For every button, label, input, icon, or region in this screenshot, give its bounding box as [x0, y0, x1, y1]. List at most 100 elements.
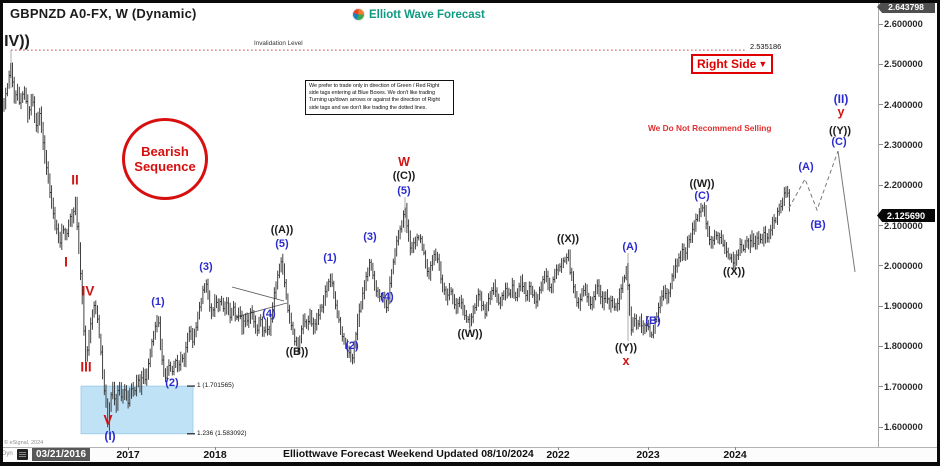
wave-label: (3)	[363, 231, 377, 243]
price-tick-label: 2.500000	[884, 59, 923, 70]
wave-label: (2)	[165, 377, 179, 389]
wave-label: I	[64, 254, 68, 270]
wave-label: ((X))	[723, 266, 745, 278]
wave-label: (C)	[831, 136, 847, 148]
brand-logo: Elliott Wave Forecast	[352, 8, 485, 21]
down-arrow-icon: ▼	[758, 59, 768, 69]
wave-label: ((Y))	[615, 342, 637, 354]
year-label: 2018	[203, 449, 227, 461]
note-line: side tags and we don't like trading the …	[309, 104, 427, 111]
wave-label: (C)	[694, 190, 710, 202]
year-label: 2017	[116, 449, 140, 461]
wave-label: IV))	[4, 33, 30, 50]
bearish-text: Bearish	[141, 144, 189, 159]
sequence-text: Sequence	[134, 159, 196, 174]
last-price-badge: 2.125690	[877, 209, 935, 222]
wave-label: ((X))	[557, 233, 579, 245]
trendline[interactable]	[231, 286, 285, 302]
price-tick-label: 1.800000	[884, 341, 923, 352]
trading-note-box: We prefer to trade only in direction of …	[305, 80, 454, 115]
invalidation-level-label: Invalidation Level	[254, 40, 303, 47]
wave-label: (4)	[380, 291, 394, 303]
price-tick-mark	[879, 265, 883, 267]
year-label: 2023	[636, 449, 660, 461]
wave-label: (3)	[199, 261, 213, 273]
brand-logo-icon	[352, 8, 365, 21]
projection-solid-line	[837, 150, 856, 273]
wave-label: ((B))	[285, 346, 309, 358]
wave-label: (1)	[151, 296, 165, 308]
copyright-text: © eSignal, 2024	[4, 440, 44, 446]
wave-label: W	[398, 155, 410, 169]
wave-label: V	[103, 412, 113, 428]
year-label: 2024	[723, 449, 747, 461]
wave-label: II	[71, 172, 79, 188]
invalidation-price-label: 2.535186	[750, 42, 782, 51]
window-border-top	[0, 0, 940, 3]
wave-label: (B)	[810, 219, 826, 231]
price-tick-mark	[879, 305, 883, 307]
price-tick-label: 1.600000	[884, 422, 923, 432]
symbol-title: GBPNZD A0-FX, W (Dynamic)	[10, 6, 197, 21]
price-tick-mark	[879, 104, 883, 106]
time-axis[interactable]	[0, 447, 940, 462]
wave-label: ((C))	[392, 170, 416, 182]
year-tick-mark	[735, 447, 736, 450]
price-tick-label: 1.700000	[884, 381, 923, 392]
note-line: side tags entering at Blue Boxes. We don…	[309, 90, 435, 97]
wave-label: (II)	[833, 92, 849, 106]
price-tick-label: 1.900000	[884, 301, 923, 312]
projection-dashed-line	[788, 150, 839, 212]
bearish-sequence-annotation: Bearish Sequence	[122, 118, 208, 200]
wave-label: y	[837, 105, 845, 119]
wave-label: (I)	[104, 429, 116, 443]
price-axis[interactable]: 2.600000 2.500000 2.400000 2.300000 2.200000…	[878, 0, 940, 447]
high-price-badge: 2.643798	[877, 1, 935, 13]
session-label: Dyn	[2, 451, 13, 457]
price-tick-mark	[879, 426, 883, 428]
wave-label: (5)	[275, 238, 289, 250]
wave-label: (1)	[323, 252, 337, 264]
right-side-label: Right Side	[697, 57, 757, 71]
year-label: 2022	[546, 449, 570, 461]
price-tick-mark	[879, 63, 883, 65]
wave-label: ((Y))	[829, 125, 851, 137]
fib-level-label: 1 (1.701565)	[197, 382, 234, 390]
wave-label: (B)	[645, 315, 661, 327]
fib-level-ticks	[187, 385, 195, 435]
price-tick-mark	[879, 386, 883, 388]
trendline[interactable]	[235, 302, 288, 318]
price-bars	[3, 62, 790, 432]
price-tick-mark	[879, 225, 883, 226]
wave-label: (2)	[345, 340, 359, 352]
wave-label: x	[622, 354, 630, 368]
right-side-tag: Right Side ▼	[691, 54, 774, 74]
price-tick-label: 2.000000	[884, 260, 923, 271]
fib-level-label: 1.236 (1.583092)	[197, 429, 247, 437]
wave-label: IV	[81, 283, 95, 299]
wave-label: III	[80, 359, 92, 375]
wave-label: ((W))	[689, 178, 715, 190]
note-line: Turning up/down arrows or against the di…	[309, 97, 440, 104]
price-tick-mark	[879, 23, 883, 25]
calendar-icon[interactable]	[17, 449, 28, 460]
window-border-right	[937, 0, 940, 466]
year-tick-mark	[215, 447, 216, 450]
wave-label: ((A))	[270, 224, 294, 236]
price-tick-label: 2.300000	[884, 139, 923, 150]
price-tick-label: 2.400000	[884, 99, 923, 110]
update-watermark: Elliottwave Forecast Weekend Updated 08/…	[283, 448, 534, 460]
window-border-left	[0, 0, 3, 466]
wave-label: (A)	[798, 161, 814, 173]
price-tick-label: 2.100000	[884, 220, 923, 231]
wave-label: (A)	[622, 241, 638, 253]
note-line: We prefer to trade only in direction of …	[309, 83, 440, 89]
no-sell-warning: We Do Not Recommend Selling	[648, 123, 772, 133]
price-tick-label: 2.600000	[884, 19, 923, 29]
price-tick-mark	[879, 144, 883, 146]
price-tick-mark	[879, 345, 883, 347]
start-date-badge: 03/21/2016	[32, 448, 91, 461]
window-border-bottom	[0, 462, 940, 466]
year-tick-mark	[558, 447, 559, 450]
